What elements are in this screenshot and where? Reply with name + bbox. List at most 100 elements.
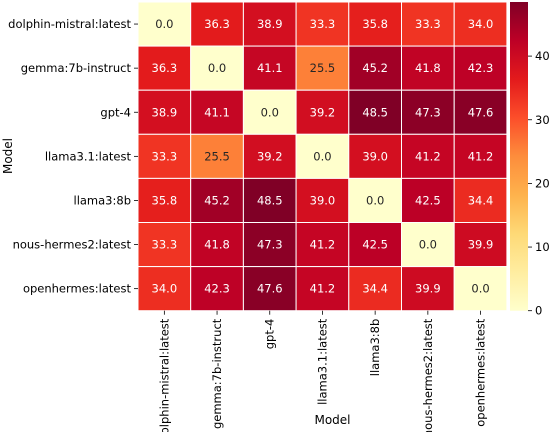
cell-value-label: 42.5 bbox=[362, 238, 388, 252]
cell-value-label: 41.8 bbox=[204, 238, 230, 252]
cell-annotations: 0.0 36.3 38.9 33.3 35.8 33.3 34.0 36.3 0.0 41.1 25… bbox=[152, 17, 494, 296]
cell-value-label: 42.3 bbox=[204, 282, 230, 296]
colorbar-tick-label: 40 bbox=[535, 49, 550, 63]
cell-value-label: 34.4 bbox=[362, 282, 388, 296]
heatmap-cell bbox=[137, 222, 192, 268]
heatmap-cell bbox=[137, 177, 192, 223]
heatmap-cell bbox=[295, 89, 350, 135]
y-tick-label: llama3.1:latest bbox=[45, 149, 132, 163]
cell-value-label: 41.8 bbox=[415, 61, 441, 75]
heatmap-cell bbox=[453, 222, 508, 268]
cell-value-label: 39.0 bbox=[362, 149, 388, 163]
cell-value-label: 0.0 bbox=[208, 61, 226, 75]
cell-value-label: 41.2 bbox=[310, 238, 336, 252]
cell-value-label: 38.9 bbox=[152, 105, 178, 119]
x-tick-label: llama3.1:latest bbox=[315, 318, 329, 405]
heatmap-cells bbox=[137, 1, 508, 312]
y-tick-label: gpt-4 bbox=[100, 105, 131, 119]
colorbar-tick-label: 10 bbox=[535, 240, 550, 254]
cell-value-label: 33.3 bbox=[310, 17, 336, 31]
cell-value-label: 0.0 bbox=[419, 238, 437, 252]
cell-value-label: 34.0 bbox=[152, 282, 178, 296]
heatmap-cell bbox=[401, 133, 455, 179]
heatmap-cell bbox=[401, 1, 455, 47]
cell-value-label: 47.6 bbox=[468, 105, 494, 119]
colorbar-tick-label: 30 bbox=[535, 113, 550, 127]
heatmap-cell bbox=[401, 266, 455, 312]
cell-value-label: 45.2 bbox=[362, 61, 388, 75]
cell-value-label: 42.3 bbox=[468, 61, 494, 75]
colorbar: 0 10 20 30 40 bbox=[510, 2, 550, 318]
cell-value-label: 34.4 bbox=[468, 193, 494, 207]
cell-value-label: 0.0 bbox=[313, 149, 331, 163]
y-tick-label: llama3:8b bbox=[74, 193, 132, 207]
heatmap-cell bbox=[295, 266, 350, 312]
cell-value-label: 0.0 bbox=[471, 282, 489, 296]
cell-value-label: 34.0 bbox=[468, 17, 494, 31]
cell-value-label: 39.0 bbox=[310, 193, 336, 207]
y-tick-label: nous-hermes2:latest bbox=[13, 238, 132, 252]
x-tick-label: dolphin-mistral:latest bbox=[157, 318, 171, 432]
heatmap-cell bbox=[137, 1, 192, 47]
cell-value-label: 0.0 bbox=[366, 193, 384, 207]
y-axis-ticks: dolphin-mistral:latest gemma:7b-instruct g… bbox=[8, 17, 138, 296]
cell-value-label: 41.2 bbox=[310, 282, 336, 296]
y-tick-label: openhermes:latest bbox=[23, 282, 132, 296]
cell-value-label: 48.5 bbox=[257, 193, 283, 207]
cell-value-label: 25.5 bbox=[310, 61, 336, 75]
cell-value-label: 41.1 bbox=[204, 105, 230, 119]
y-tick-label: gemma:7b-instruct bbox=[21, 61, 132, 75]
heatmap-cell bbox=[190, 133, 244, 179]
cell-value-label: 42.5 bbox=[415, 193, 441, 207]
heatmap-cell bbox=[242, 266, 297, 312]
cell-value-label: 33.3 bbox=[152, 238, 178, 252]
cell-value-label: 41.1 bbox=[257, 61, 283, 75]
x-axis-label: Model bbox=[314, 413, 350, 427]
x-tick-label: openhermes:latest bbox=[474, 318, 488, 427]
heatmap-cell bbox=[190, 89, 244, 135]
x-tick-label: nous-hermes2:latest bbox=[421, 318, 435, 432]
x-tick-label: gpt-4 bbox=[263, 319, 277, 350]
cell-value-label: 35.8 bbox=[362, 17, 388, 31]
cell-value-label: 0.0 bbox=[155, 17, 173, 31]
heatmap-cell bbox=[190, 1, 244, 47]
colorbar-ticks: 0 10 20 30 40 bbox=[528, 49, 550, 318]
cell-value-label: 36.3 bbox=[152, 61, 178, 75]
heatmap-cell bbox=[242, 89, 297, 135]
cell-value-label: 41.2 bbox=[415, 149, 441, 163]
cell-value-label: 39.2 bbox=[310, 105, 336, 119]
heatmap-cell bbox=[137, 266, 192, 312]
heatmap-cell bbox=[348, 222, 402, 268]
heatmap-cell bbox=[348, 266, 402, 312]
heatmap-cell bbox=[348, 45, 402, 91]
heatmap-cell bbox=[453, 133, 508, 179]
colorbar-tick-label: 20 bbox=[535, 176, 550, 190]
cell-value-label: 48.5 bbox=[362, 105, 388, 119]
cell-value-label: 47.3 bbox=[415, 105, 441, 119]
cell-value-label: 38.9 bbox=[257, 17, 283, 31]
cell-value-label: 39.9 bbox=[415, 282, 441, 296]
y-axis-label: Model bbox=[1, 138, 15, 174]
colorbar-tick-label: 0 bbox=[535, 304, 542, 318]
x-tick-label: llama3:8b bbox=[368, 319, 382, 377]
heatmap-cell bbox=[401, 89, 455, 135]
colorbar-gradient bbox=[510, 2, 528, 311]
cell-value-label: 45.2 bbox=[204, 193, 230, 207]
cell-value-label: 33.3 bbox=[152, 149, 178, 163]
heatmap-cell bbox=[242, 177, 297, 223]
cell-value-label: 36.3 bbox=[204, 17, 230, 31]
cell-value-label: 33.3 bbox=[415, 17, 441, 31]
heatmap-cell bbox=[453, 266, 508, 312]
cell-value-label: 47.6 bbox=[257, 282, 283, 296]
heatmap-cell bbox=[295, 222, 350, 268]
cell-value-label: 35.8 bbox=[152, 193, 178, 207]
heatmap-cell bbox=[453, 89, 508, 135]
cell-value-label: 39.2 bbox=[257, 149, 283, 163]
cell-value-label: 0.0 bbox=[261, 105, 279, 119]
cell-value-label: 25.5 bbox=[204, 149, 230, 163]
cell-value-label: 41.2 bbox=[468, 149, 494, 163]
x-axis-ticks: dolphin-mistral:latest gemma:7b-instruct g… bbox=[157, 310, 488, 432]
heatmap-cell bbox=[242, 45, 297, 91]
cell-value-label: 39.9 bbox=[468, 238, 494, 252]
